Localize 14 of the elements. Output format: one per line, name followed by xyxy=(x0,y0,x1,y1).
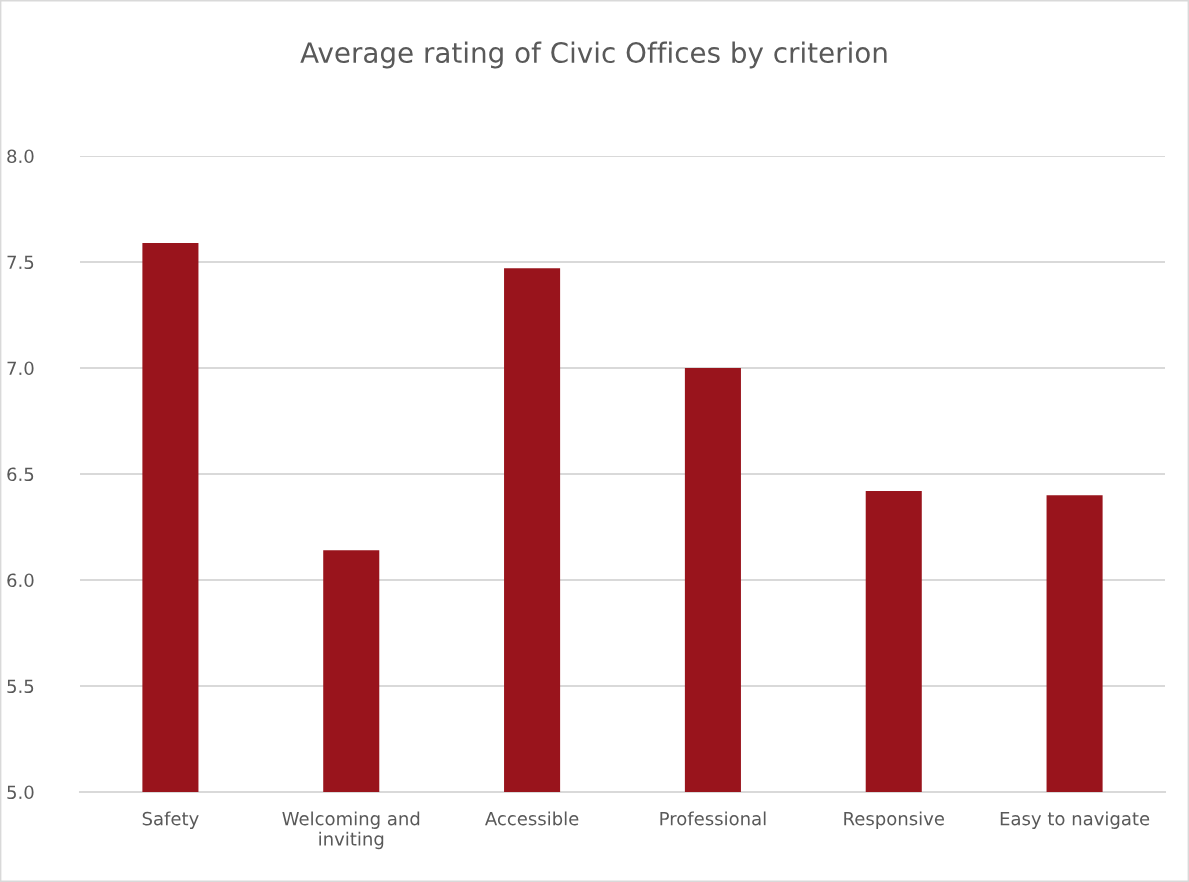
x-tick-label: Welcoming and inviting xyxy=(282,811,420,850)
y-tick-label: 6.0 xyxy=(7,573,34,588)
y-tick-label: 8.0 xyxy=(7,149,34,164)
x-tick-label: Easy to navigate xyxy=(1000,811,1150,829)
y-tick-label: 6.5 xyxy=(7,467,34,482)
y-tick-label: 7.0 xyxy=(7,361,34,376)
y-tick-label: 7.5 xyxy=(7,255,34,270)
y-tick-label: 5.5 xyxy=(7,679,34,694)
x-tick-label: Safety xyxy=(142,811,199,829)
x-tick-label: Professional xyxy=(660,811,766,826)
x-tick-label: Accessible xyxy=(485,811,579,826)
x-tick-label: Responsive xyxy=(844,811,944,829)
chart-title: Average rating of Civic Offices by criterion xyxy=(300,41,887,69)
y-tick-label: 5.0 xyxy=(7,785,34,800)
